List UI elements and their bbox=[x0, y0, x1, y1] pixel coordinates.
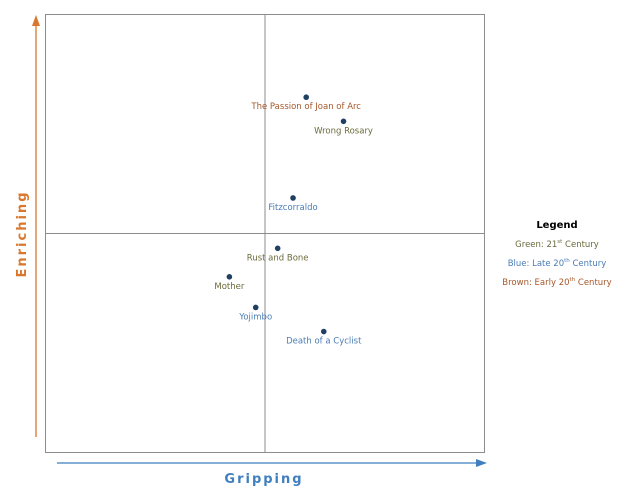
data-label: The Passion of Joan of Arc bbox=[250, 102, 361, 112]
legend-title: Legend bbox=[536, 220, 578, 231]
data-label: Rust and Bone bbox=[247, 253, 309, 263]
data-point bbox=[274, 245, 281, 252]
x-axis-label: Gripping bbox=[224, 472, 303, 487]
data-point bbox=[252, 304, 259, 311]
legend-entry-blue: Blue: Late 20th Century bbox=[507, 257, 607, 269]
data-point bbox=[290, 195, 296, 201]
legend: Legend Green: 21st Century Blue: Late 20… bbox=[492, 218, 620, 290]
data-point bbox=[340, 118, 347, 125]
data-label: Wrong Rosary bbox=[314, 126, 373, 136]
data-point bbox=[226, 274, 233, 280]
data-point bbox=[303, 94, 310, 101]
x-axis-arrowhead-icon bbox=[476, 459, 487, 467]
data-point bbox=[320, 328, 327, 335]
legend-entry-green: Green: 21st Century bbox=[515, 239, 599, 250]
data-label: Mother bbox=[214, 282, 244, 292]
data-label: Fitzcorraldo bbox=[268, 203, 317, 213]
y-axis-label: Enriching bbox=[15, 191, 30, 278]
data-label: Death of a Cyclist bbox=[286, 337, 362, 347]
legend-entry-brown: Brown: Early 20th Century bbox=[502, 276, 612, 288]
y-axis-arrowhead-icon bbox=[32, 15, 40, 26]
data-label: Yojimbo bbox=[238, 312, 272, 322]
